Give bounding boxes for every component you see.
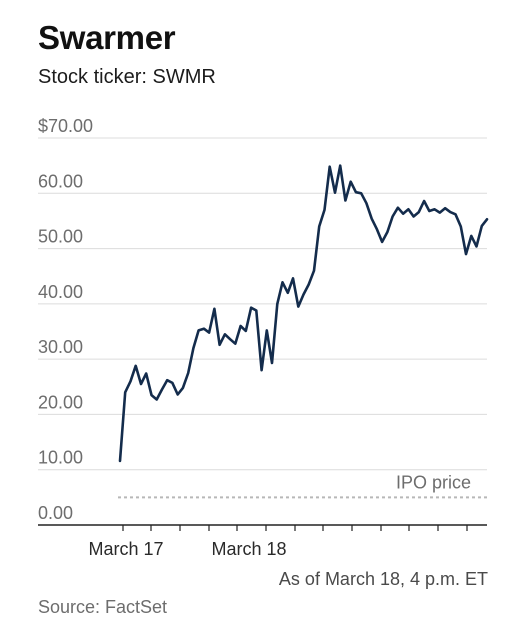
x-tick-label: March 17 — [88, 539, 163, 559]
y-tick-label: 60.00 — [38, 171, 83, 191]
y-tick-label: 20.00 — [38, 392, 83, 412]
y-tick-label: 30.00 — [38, 337, 83, 357]
gridlines — [38, 137, 487, 471]
y-tick-label: $70.00 — [38, 116, 93, 136]
y-tick-label: 0.00 — [38, 503, 73, 523]
series-line-swmr — [118, 164, 489, 463]
stock-price-line-chart: $70.00 60.00 50.00 40.00 30.00 20.00 10.00 0.00… — [38, 116, 489, 559]
chart-title: Swarmer — [38, 19, 176, 56]
x-tick-label: March 18 — [211, 539, 286, 559]
x-axis-tick-marks — [122, 525, 468, 531]
ipo-price-label: IPO price — [396, 472, 471, 492]
x-axis-tick-labels: March 17 March 18 — [88, 539, 286, 559]
source-note: Source: FactSet — [38, 597, 168, 617]
y-tick-label: 10.00 — [38, 448, 83, 468]
as-of-note: As of March 18, 4 p.m. ET — [278, 569, 488, 589]
y-axis-tick-labels: $70.00 60.00 50.00 40.00 30.00 20.00 10.00 0.00 — [38, 116, 93, 523]
y-tick-label: 40.00 — [38, 282, 83, 302]
chart-subtitle: Stock ticker: SWMR — [38, 66, 216, 88]
y-tick-label: 50.00 — [38, 227, 83, 247]
